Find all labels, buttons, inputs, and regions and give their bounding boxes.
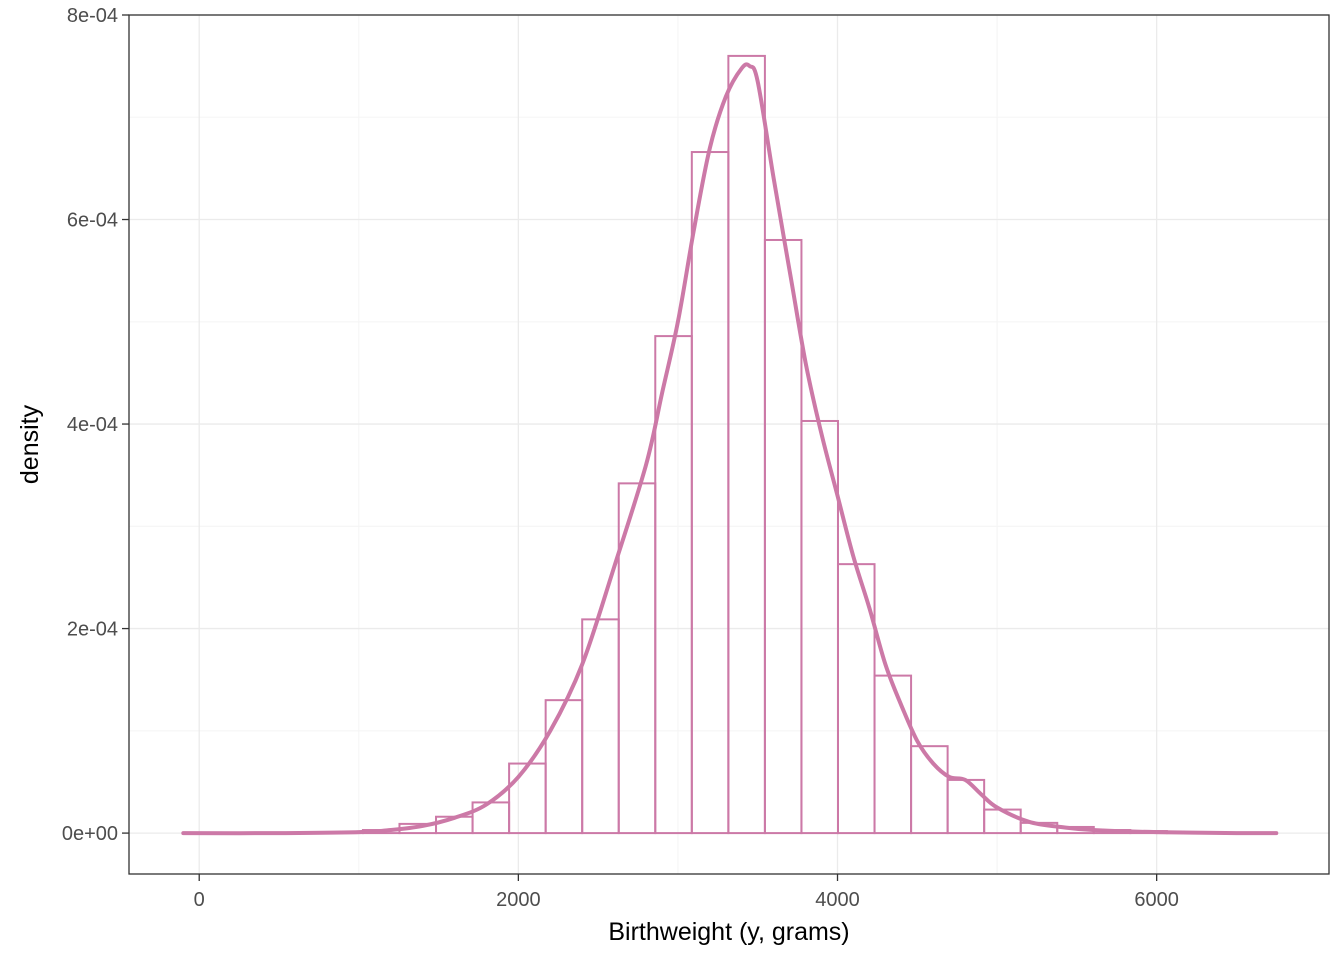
y-tick-label: 0e+00 (62, 823, 118, 845)
histogram-bar (727, 54, 766, 835)
histogram-bar (983, 808, 1022, 835)
histogram-bar (654, 335, 693, 835)
y-axis-title: density (16, 404, 44, 484)
y-tick-label: 6e-04 (67, 210, 118, 232)
x-tick-label: 0 (194, 889, 205, 911)
x-tick-label: 2000 (496, 889, 541, 911)
y-tick-label: 8e-04 (67, 5, 118, 27)
histogram-bar (946, 778, 986, 835)
x-axis-title: Birthweight (y, grams) (608, 918, 849, 946)
x-tick-label: 4000 (815, 889, 860, 911)
x-tick-label: 6000 (1134, 889, 1179, 911)
axes: 0 2000 4000 6000 0e+00 2e-04 4e-04 6e-04 8e-04 (62, 5, 1179, 911)
plot-panel-border (128, 14, 1330, 875)
y-tick-label: 2e-04 (67, 619, 118, 641)
histogram-bar (763, 238, 803, 835)
histogram-bar (873, 674, 913, 835)
histogram-bars (215, 54, 1278, 835)
histogram-bar (544, 699, 584, 835)
density-curve-layer (181, 62, 1279, 836)
density-curve (181, 62, 1279, 836)
histogram-bar (508, 762, 547, 835)
y-tick-label: 4e-04 (67, 414, 118, 436)
